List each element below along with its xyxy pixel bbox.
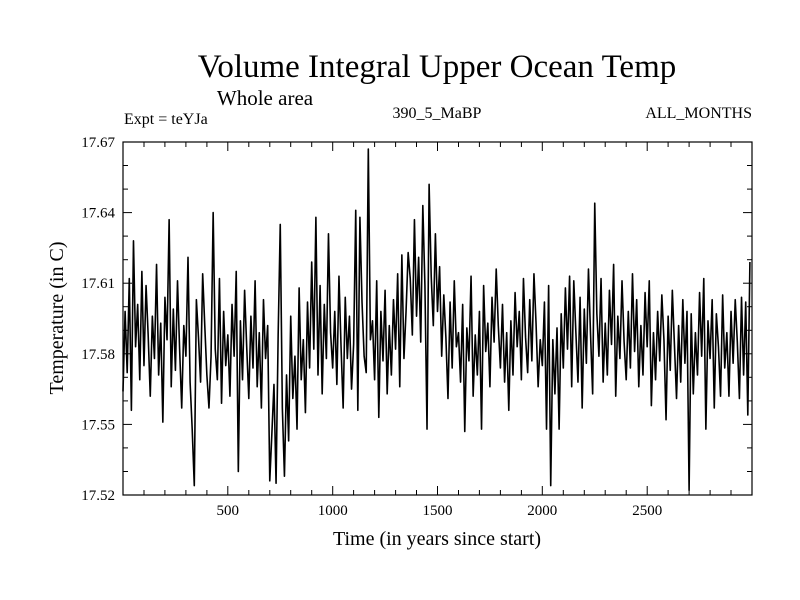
x-tick-label: 2500 [632,503,662,519]
x-tick-label: 2000 [527,503,557,519]
y-tick-label: 17.64 [81,206,115,222]
period-label: 390_5_MaBP [393,105,482,122]
x-axis-label: Time (in years since start) [333,528,541,550]
experiment-label: Expt = teYJa [124,111,208,128]
y-tick-label: 17.61 [81,276,115,292]
x-tick-label: 1500 [423,503,453,519]
y-axis-label: Temperature (in C) [46,242,68,395]
y-tick-label: 17.55 [81,417,115,433]
y-axis: 17.52 17.55 17.58 17.61 17.64 17.67 [81,135,752,504]
series-line [122,148,751,492]
y-tick-label: 17.58 [81,347,115,363]
x-tick-label: 500 [217,503,240,519]
chart-title: Volume Integral Upper Ocean Temp [198,49,676,85]
months-label: ALL_MONTHS [645,105,752,122]
x-tick-label: 1000 [318,503,348,519]
chart-subtitle: Whole area [217,86,314,110]
y-tick-label: 17.52 [81,488,115,504]
x-axis: 500 1000 1500 2000 2500 [143,142,732,519]
y-tick-label: 17.67 [81,135,115,151]
